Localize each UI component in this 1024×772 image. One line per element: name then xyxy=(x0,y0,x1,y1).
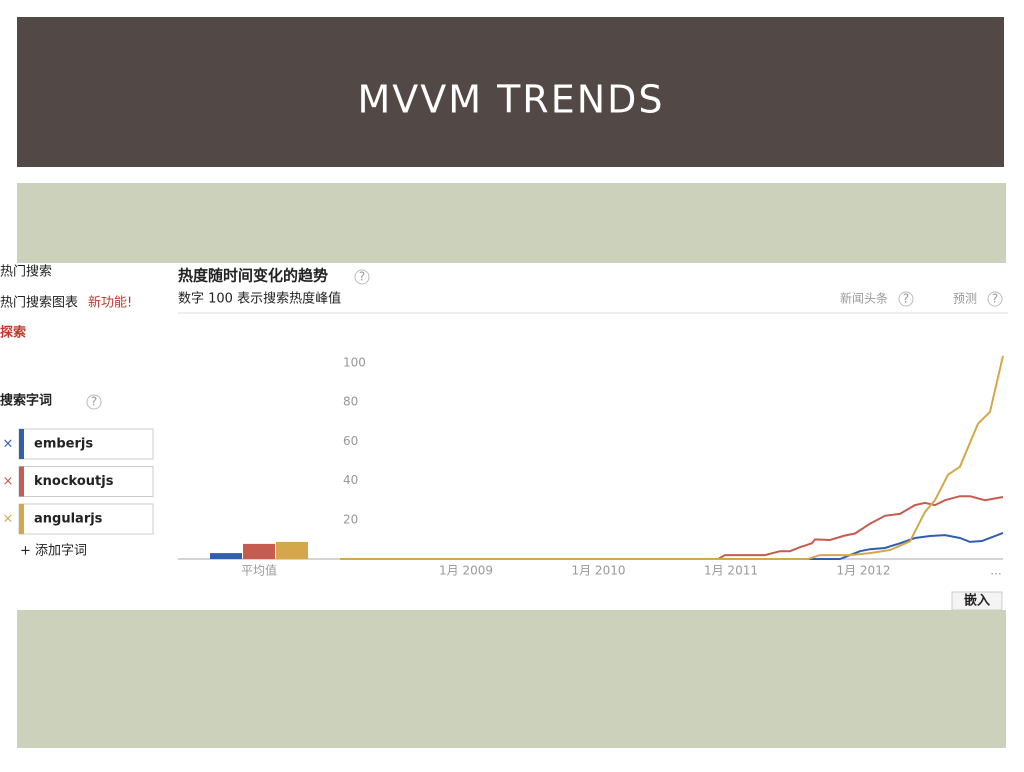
search-terms: 搜索字词 xyxy=(0,393,52,409)
remove-term[interactable]: × xyxy=(3,474,14,489)
y-tick-label: 20 xyxy=(343,512,358,526)
screenshot xyxy=(0,263,1008,610)
trend-line xyxy=(340,355,1004,560)
help-ring xyxy=(354,269,370,285)
term-box[interactable] xyxy=(18,503,154,535)
average-bar xyxy=(210,553,242,559)
x-tick-label: 1月 2009 xyxy=(439,564,493,578)
help-icon[interactable]: ? xyxy=(359,270,365,284)
embed-label[interactable]: 嵌入 xyxy=(964,593,990,609)
help-ring xyxy=(898,291,914,307)
title-band xyxy=(17,17,1004,167)
help-icon[interactable]: ? xyxy=(91,395,97,409)
term-label: emberjs xyxy=(34,437,93,452)
y-tick-label: 80 xyxy=(343,395,358,409)
term-color xyxy=(19,466,24,497)
term-label: angularjs xyxy=(34,512,103,527)
x-tick-label: 1月 2010 xyxy=(571,564,625,578)
trend-line xyxy=(340,531,1004,560)
new-feature: 新功能! xyxy=(88,295,132,311)
help-ring xyxy=(987,291,1003,307)
x-tick-label: 1月 2011 xyxy=(704,564,758,578)
term-label: knockoutjs xyxy=(34,474,114,489)
y-tick-label: 60 xyxy=(343,434,358,448)
y-tick-label: 100 xyxy=(343,355,366,369)
hot-charts[interactable]: 热门搜索图表 xyxy=(0,296,78,311)
band xyxy=(17,183,1006,263)
term-color xyxy=(19,504,24,534)
slide-title: MVVM TRENDS xyxy=(357,78,664,122)
band xyxy=(17,610,1006,748)
y-tick-label: 40 xyxy=(343,473,358,487)
average-bar xyxy=(243,543,275,559)
remove-term[interactable]: × xyxy=(3,512,14,527)
x-tick-label: 平均值 xyxy=(241,563,277,578)
x-tick-label: 1月 2012 xyxy=(836,564,890,578)
add-term[interactable]: + 添加字词 xyxy=(20,544,87,559)
chart-subtitle: 数字 100 表示搜索热度峰值 xyxy=(178,291,341,307)
x-tick-label: ... xyxy=(990,564,1001,578)
help-ring xyxy=(86,394,102,410)
trend-line xyxy=(340,495,1004,560)
chart-title: 热度随时间变化的趋势 xyxy=(178,267,328,285)
help-icon[interactable]: ? xyxy=(992,292,998,306)
hot-searches[interactable]: 热门搜索 xyxy=(0,265,52,280)
explore[interactable]: 探索 xyxy=(0,325,26,341)
average-bar xyxy=(276,541,308,559)
news-toggle[interactable]: 新闻头条 xyxy=(840,291,888,306)
forecast-toggle[interactable]: 预测 xyxy=(953,292,977,306)
help-icon[interactable]: ? xyxy=(903,292,909,306)
term-color xyxy=(19,429,24,459)
remove-term[interactable]: × xyxy=(3,437,14,452)
